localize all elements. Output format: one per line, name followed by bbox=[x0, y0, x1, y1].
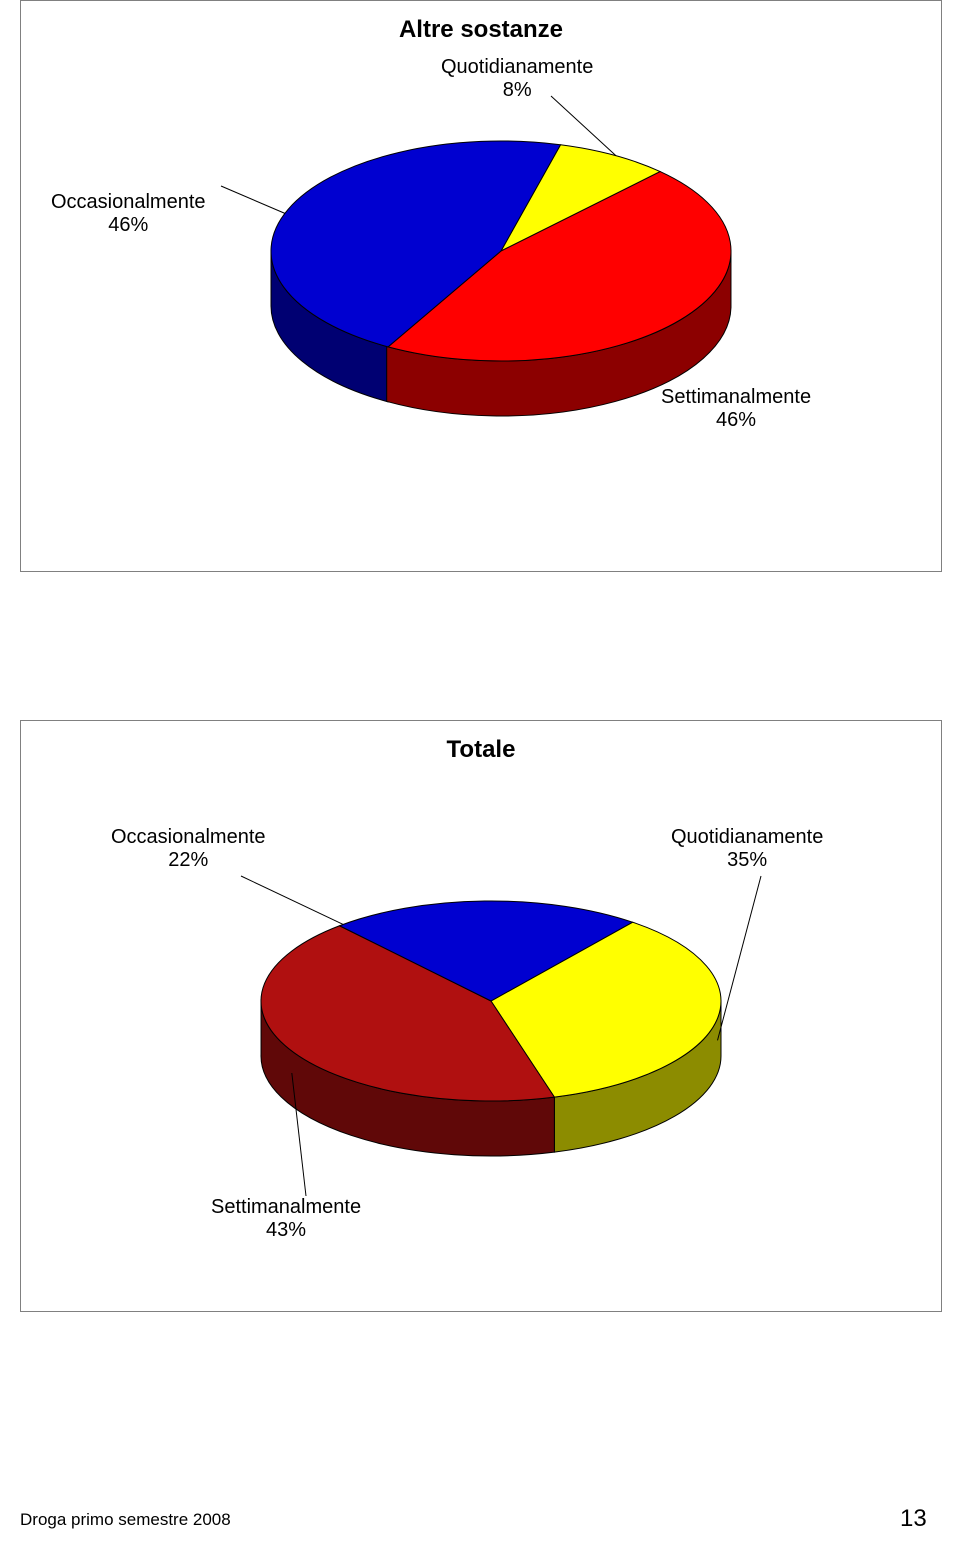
page: Altre sostanze Quotidianamente 8% Occasi… bbox=[0, 0, 960, 1551]
chart2-pie bbox=[21, 721, 941, 1311]
footer-text: Droga primo semestre 2008 bbox=[20, 1510, 231, 1530]
chart1-panel: Altre sostanze Quotidianamente 8% Occasi… bbox=[20, 0, 942, 572]
page-number: 13 bbox=[900, 1505, 927, 1533]
chart1-pie bbox=[21, 1, 941, 571]
chart2-panel: Totale Occasionalmente 22% Quotidianamen… bbox=[20, 720, 942, 1312]
